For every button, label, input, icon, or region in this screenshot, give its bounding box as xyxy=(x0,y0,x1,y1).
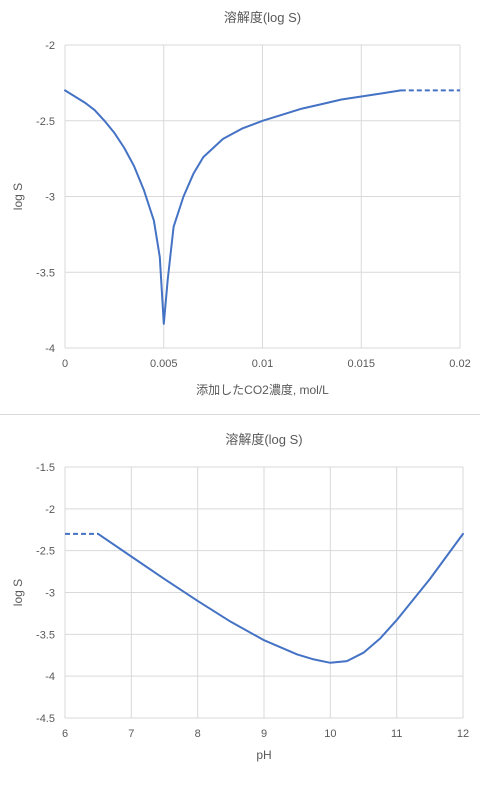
chart-ph-solubility: 溶解度(log S) -1.5 -2 -2.5 -3 -3.5 -4 -4.5 6 7 8 9 10 11… xyxy=(0,420,480,783)
x-tick-label: 6 xyxy=(62,728,68,740)
x-tick-label: 12 xyxy=(457,728,469,740)
y-tick-label: -2.5 xyxy=(36,546,55,558)
y-tick-label: -2.5 xyxy=(36,116,55,128)
x-tick-label: 0.005 xyxy=(150,358,178,370)
y-tick-label: -4 xyxy=(45,671,55,683)
y-tick-label: -3.5 xyxy=(36,267,55,279)
y-tick-label: -2 xyxy=(45,40,55,52)
chart-co2-svg: 溶解度(log S) -2 -2.5 -3 -3.5 -4 0 0.005 0.01 0.015 0… xyxy=(11,10,471,397)
y-axis-label: log S xyxy=(11,183,25,210)
chart-co2-solubility: 溶解度(log S) -2 -2.5 -3 -3.5 -4 0 0.005 0.01 0.015 0… xyxy=(11,10,471,397)
y-tick-label: -2 xyxy=(45,504,55,516)
x-axis-label: pH xyxy=(256,748,271,762)
chart-ph-svg: 溶解度(log S) -1.5 -2 -2.5 -3 -3.5 -4 -4.5 6 7 8 9 10 11… xyxy=(11,432,469,762)
y-tick-label: -4 xyxy=(45,343,55,355)
y-tick-label: -3 xyxy=(45,192,55,204)
x-tick-label: 9 xyxy=(261,728,267,740)
x-tick-label: 10 xyxy=(324,728,336,740)
x-tick-label: 0 xyxy=(62,358,68,370)
chart-divider xyxy=(0,414,480,415)
x-tick-label: 8 xyxy=(195,728,201,740)
x-tick-label: 0.01 xyxy=(252,358,273,370)
x-tick-label: 7 xyxy=(128,728,134,740)
x-axis-label: 添加したCO2濃度, mol/L xyxy=(196,382,329,397)
y-tick-label: -1.5 xyxy=(36,462,55,474)
x-tick-label: 11 xyxy=(391,728,402,740)
x-tick-label: 0.015 xyxy=(347,358,375,370)
x-tick-label: 0.02 xyxy=(449,358,470,370)
series-line-solid xyxy=(97,532,464,664)
y-tick-label: -3 xyxy=(45,588,55,600)
chart-title: 溶解度(log S) xyxy=(225,432,302,447)
y-tick-label: -3.5 xyxy=(36,629,55,641)
y-tick-label: -4.5 xyxy=(36,713,55,725)
y-axis-label: log S xyxy=(11,579,25,606)
chart-title: 溶解度(log S) xyxy=(224,10,301,25)
series-line-solid xyxy=(64,89,402,325)
